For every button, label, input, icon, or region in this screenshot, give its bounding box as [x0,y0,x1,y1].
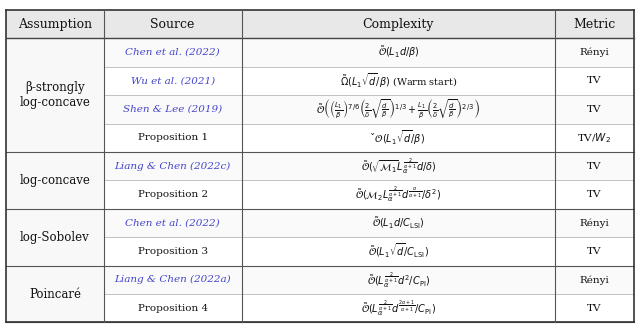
Text: Liang & Chen (2022a): Liang & Chen (2022a) [115,275,231,284]
Text: $\tilde{\mathcal{O}}(L_1 d/\beta)$: $\tilde{\mathcal{O}}(L_1 d/\beta)$ [378,44,419,61]
Bar [555,10,634,38]
Bar [6,209,104,266]
Bar [104,123,242,152]
Bar [555,294,634,322]
Bar [555,123,634,152]
Text: $\tilde{\Omega}(L_1\sqrt{d}/\beta)$ (Warm start): $\tilde{\Omega}(L_1\sqrt{d}/\beta)$ (War… [340,72,457,90]
Bar [242,123,555,152]
Text: $\tilde{\mathcal{O}}(L_\alpha^{\frac{2}{\alpha+1}}d^{\frac{2\alpha+1}{\alpha+1}}: $\tilde{\mathcal{O}}(L_\alpha^{\frac{2}{… [361,298,436,318]
Bar [242,294,555,322]
Text: β-strongly
log-concave: β-strongly log-concave [20,81,90,109]
Bar [104,294,242,322]
Text: Rényi: Rényi [580,275,609,285]
Bar [104,152,242,180]
Text: log-concave: log-concave [20,174,90,187]
Bar [242,95,555,123]
Bar [104,237,242,266]
Bar [555,38,634,67]
Text: Complexity: Complexity [363,17,434,31]
Text: TV/$W_2$: TV/$W_2$ [577,131,611,145]
Text: $\tilde{\mathcal{O}}\left(\left(\frac{L_1}{\beta}\right)^{7/6}\left(\frac{2}{\de: $\tilde{\mathcal{O}}\left(\left(\frac{L_… [316,98,481,121]
Bar [242,180,555,209]
Bar [104,38,242,67]
Bar [555,67,634,95]
Text: log-Sobolev: log-Sobolev [20,231,90,244]
Bar [104,67,242,95]
Bar [242,38,555,67]
Bar [6,266,104,322]
Text: TV: TV [587,76,602,86]
Bar [555,209,634,237]
Bar [242,67,555,95]
Bar [242,266,555,294]
Text: Source: Source [150,17,195,31]
Bar [6,152,104,209]
Text: TV: TV [587,105,602,114]
Text: Chen et al. (2022): Chen et al. (2022) [125,218,220,227]
Text: Proposition 4: Proposition 4 [138,304,207,313]
Text: $\check{\mathcal{O}}(L_1\sqrt{d}/\beta)$: $\check{\mathcal{O}}(L_1\sqrt{d}/\beta)$ [371,128,426,147]
Bar [242,209,555,237]
Text: Liang & Chen (2022c): Liang & Chen (2022c) [115,162,231,171]
Text: TV: TV [587,190,602,199]
Text: Rényi: Rényi [580,218,609,228]
Text: TV: TV [587,162,602,171]
Bar [555,180,634,209]
Text: Wu et al. (2021): Wu et al. (2021) [131,76,214,86]
Bar [104,266,242,294]
Bar [555,266,634,294]
Text: Shen & Lee (2019): Shen & Lee (2019) [123,105,222,114]
Text: Metric: Metric [573,17,616,31]
Bar [6,38,104,152]
Text: $\tilde{\mathcal{O}}(L_\alpha^{\frac{2}{\alpha+1}}d^2/C_{\mathrm{PI}})$: $\tilde{\mathcal{O}}(L_\alpha^{\frac{2}{… [367,270,430,290]
Bar [104,180,242,209]
Bar [104,209,242,237]
Bar [555,152,634,180]
Text: Assumption: Assumption [18,17,92,31]
Bar [104,10,242,38]
Bar [555,95,634,123]
Bar [6,10,104,38]
Text: $\tilde{\mathcal{O}}(\mathcal{M}_2 L_\alpha^{\frac{2}{\alpha+1}}d^{\frac{\alpha}: $\tilde{\mathcal{O}}(\mathcal{M}_2 L_\al… [355,185,442,204]
Text: $\tilde{\mathcal{O}}(L_1\sqrt{d}/C_{\mathrm{LSI}})$: $\tilde{\mathcal{O}}(L_1\sqrt{d}/C_{\mat… [368,242,429,261]
Bar [242,10,555,38]
Bar [242,237,555,266]
Bar [555,237,634,266]
Text: $\tilde{\mathcal{O}}(L_1 d/C_{\mathrm{LSI}})$: $\tilde{\mathcal{O}}(L_1 d/C_{\mathrm{LS… [372,215,425,231]
Text: Proposition 2: Proposition 2 [138,190,207,199]
Text: TV: TV [587,247,602,256]
Text: TV: TV [587,304,602,313]
Text: Chen et al. (2022): Chen et al. (2022) [125,48,220,57]
Bar [242,152,555,180]
Bar [104,95,242,123]
Text: Proposition 3: Proposition 3 [138,247,207,256]
Text: Rényi: Rényi [580,48,609,57]
Text: $\tilde{\mathcal{O}}(\sqrt{\mathcal{M}_1}L_\alpha^{\frac{2}{\alpha+1}}d/\delta)$: $\tilde{\mathcal{O}}(\sqrt{\mathcal{M}_1… [360,156,436,176]
Text: Proposition 1: Proposition 1 [138,133,207,142]
Text: Poincaré: Poincaré [29,288,81,300]
